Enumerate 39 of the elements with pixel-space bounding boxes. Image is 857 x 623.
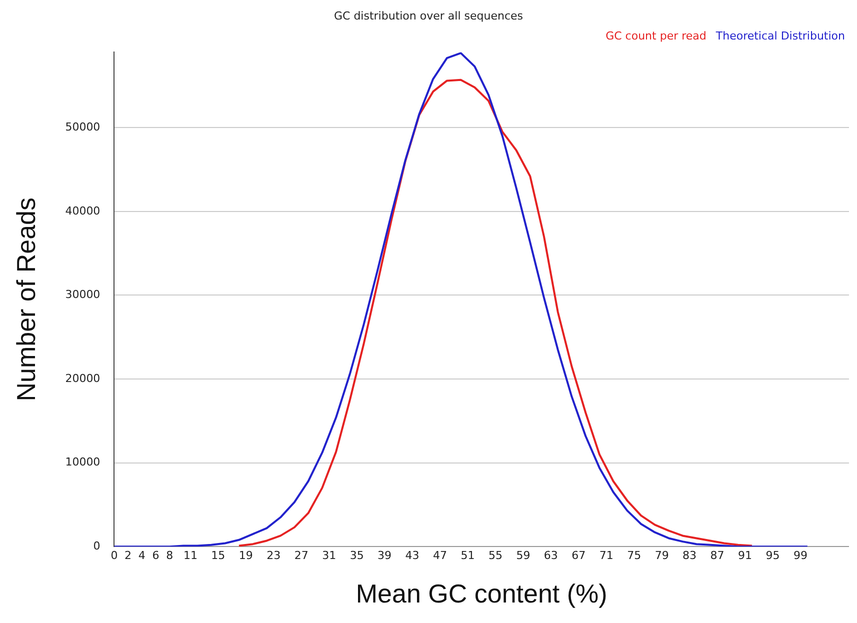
x-tick-label: 15 <box>211 549 226 562</box>
y-tick-label: 40000 <box>65 204 100 218</box>
x-tick-label: 23 <box>266 549 281 562</box>
chart-title: GC distribution over all sequences <box>334 9 524 22</box>
x-tick-label: 59 <box>516 549 530 562</box>
x-tick-label: 47 <box>433 549 448 562</box>
x-tick-label: 99 <box>793 549 808 562</box>
y-tick-label: 0 <box>93 539 100 552</box>
x-tick-label: 4 <box>138 549 146 562</box>
x-tick-label: 95 <box>766 549 780 562</box>
x-tick-label: 51 <box>460 549 475 562</box>
x-tick-label: 79 <box>654 549 669 562</box>
x-tick-label: 0 <box>110 549 118 562</box>
x-tick-label: 35 <box>350 549 364 562</box>
x-tick-label: 19 <box>238 549 253 562</box>
x-tick-label: 83 <box>682 549 697 562</box>
x-tick-label: 27 <box>294 549 308 562</box>
x-tick-label: 91 <box>738 549 752 562</box>
x-tick-label: 39 <box>378 549 392 562</box>
x-tick-label: 87 <box>710 549 724 562</box>
y-tick-label: 50000 <box>65 120 100 134</box>
x-tick-label: 75 <box>627 549 642 562</box>
x-tick-label: 63 <box>544 549 558 562</box>
x-tick-label: 31 <box>322 549 336 562</box>
text: GC count per read <box>606 30 706 43</box>
y-tick-label: 10000 <box>65 456 100 469</box>
y-axis-title: Number of Reads <box>10 198 41 402</box>
x-tick-label: 55 <box>488 549 502 562</box>
x-tick-label: 11 <box>183 549 198 562</box>
x-tick-label: 6 <box>152 549 160 562</box>
x-tick-label: 43 <box>405 549 420 562</box>
text: Theoretical Distribution <box>714 30 846 43</box>
x-tick-label: 71 <box>599 549 614 562</box>
y-tick-label: 20000 <box>65 372 100 385</box>
x-tick-label: 2 <box>124 549 132 562</box>
x-axis-title: Mean GC content (%) <box>356 578 608 609</box>
x-tick-label: 8 <box>166 549 174 562</box>
x-tick-label: 67 <box>572 549 586 562</box>
y-tick-label: 30000 <box>65 288 100 302</box>
